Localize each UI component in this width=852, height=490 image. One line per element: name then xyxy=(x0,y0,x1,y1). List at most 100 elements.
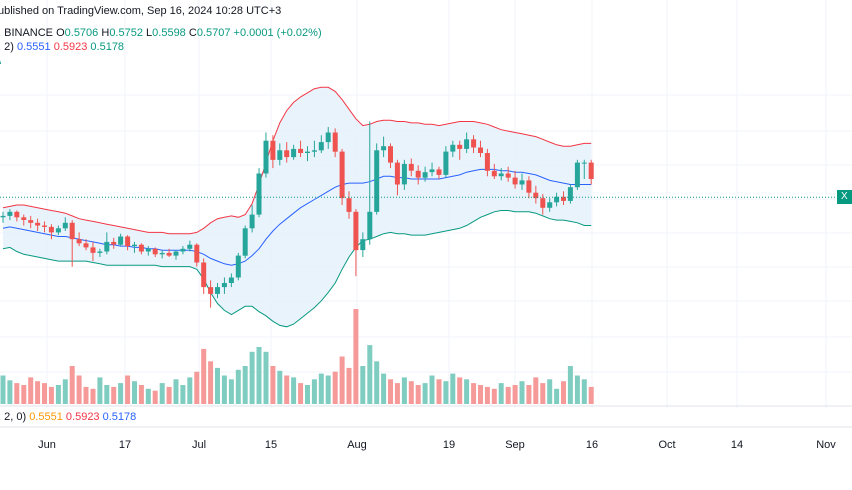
candle-body xyxy=(118,236,124,245)
candle-body xyxy=(228,277,234,283)
volume-value-3: 0.5178 xyxy=(102,411,137,423)
volume-bar xyxy=(138,385,144,404)
time-axis-tick-label: Oct xyxy=(658,439,675,451)
volume-bar xyxy=(498,383,504,404)
candle-body xyxy=(298,148,304,153)
candle-body xyxy=(374,150,380,212)
volume-bar xyxy=(118,383,124,404)
bollinger-basis-line xyxy=(2,168,592,266)
volume-bar xyxy=(353,309,359,404)
volume-bar xyxy=(194,371,200,404)
close-value: 0.5707 xyxy=(196,27,231,39)
volume-bar xyxy=(125,375,131,404)
candle-body xyxy=(187,244,193,249)
volume-bar xyxy=(97,377,103,404)
volume-bar xyxy=(311,379,317,404)
candle-body xyxy=(76,239,82,244)
candle-body xyxy=(401,163,407,185)
volume-bar xyxy=(346,367,352,404)
time-axis-tick-label: 17 xyxy=(119,439,131,451)
candle-body xyxy=(484,153,490,171)
candle-body xyxy=(138,244,144,252)
candle-body xyxy=(111,241,117,245)
volume-bar xyxy=(484,386,490,404)
candle-body xyxy=(270,140,276,160)
volume-bar xyxy=(111,386,117,404)
candle-body xyxy=(180,248,186,252)
volume-bar xyxy=(318,373,324,404)
candle-body xyxy=(526,180,532,193)
time-axis-tick-label: 14 xyxy=(731,439,743,451)
bb-basis-value: 0.5551 xyxy=(16,41,51,53)
open-value: 0.5706 xyxy=(64,27,99,39)
bollinger-legend[interactable]: , 2) 0.5551 0.5923 0.5178 xyxy=(0,40,124,54)
volume-bar xyxy=(457,377,463,404)
candle-body xyxy=(48,226,54,233)
candle-body xyxy=(478,147,483,153)
volume-bar xyxy=(450,373,456,404)
volume-bar xyxy=(491,388,497,404)
volume-bar xyxy=(21,385,27,404)
volume-bar xyxy=(187,377,193,404)
volume-bar xyxy=(533,377,539,404)
candle-body xyxy=(519,180,525,185)
volume-bar xyxy=(471,383,477,404)
candle-body xyxy=(249,214,255,229)
volume-bar xyxy=(180,385,186,404)
volume-bar xyxy=(104,385,110,404)
volume-bar xyxy=(69,366,75,404)
open-label: O xyxy=(56,27,65,39)
volume-bar xyxy=(28,377,34,404)
candle-body xyxy=(7,211,13,216)
volume-bar xyxy=(62,379,68,404)
time-axis-tick-label: Nov xyxy=(816,439,836,451)
candle-body xyxy=(125,236,131,247)
low-value: 0.5598 xyxy=(152,27,186,39)
time-axis-tick-label: 15 xyxy=(265,439,277,451)
volume-bar xyxy=(55,385,61,404)
volume-bar xyxy=(132,381,137,404)
candle-body xyxy=(491,170,497,177)
candle-body xyxy=(464,139,470,149)
volume-bar xyxy=(228,379,234,404)
volume-bar xyxy=(305,385,310,404)
candle-body xyxy=(581,162,587,164)
volume-bar xyxy=(221,375,227,404)
ohlc-legend: , BINANCE O0.5706 H0.5752 L0.5598 C0.570… xyxy=(0,26,322,40)
candle-body xyxy=(547,202,553,208)
volume-bar xyxy=(201,348,207,404)
time-axis-tick-label: Aug xyxy=(347,439,367,451)
candle-body xyxy=(540,198,546,208)
volume-legend[interactable]: , 2, 0) 0.5551 0.5923 0.5178 xyxy=(0,411,136,423)
candle-body xyxy=(408,163,414,171)
candle-body xyxy=(325,132,331,143)
bb-params: , 2) xyxy=(0,41,14,53)
candle-body xyxy=(208,287,214,294)
volume-bar xyxy=(166,386,172,404)
volume-bar xyxy=(408,381,414,404)
volume-bar xyxy=(443,381,449,404)
volume-bar xyxy=(332,371,338,404)
volume-bar xyxy=(367,345,373,404)
volume-bar xyxy=(394,383,400,404)
volume-params: , 2, 0) xyxy=(0,411,27,423)
volume-bar xyxy=(48,386,54,404)
bb-upper-value: 0.5923 xyxy=(53,41,88,53)
candle-body xyxy=(567,187,573,201)
volume-bar xyxy=(429,375,435,404)
candle-body xyxy=(443,151,449,175)
volume-bar xyxy=(415,385,421,404)
candle-body xyxy=(132,244,137,247)
candle-body xyxy=(429,169,435,173)
candle-body xyxy=(318,142,324,151)
candle-body xyxy=(152,248,158,255)
volume-bar xyxy=(512,385,518,404)
volume-bar xyxy=(374,361,380,405)
candle-body xyxy=(263,140,269,174)
candle-body xyxy=(360,239,366,251)
candle-body xyxy=(554,196,560,203)
candle-body xyxy=(69,222,75,240)
symbol-suffix: , BINANCE xyxy=(0,27,54,39)
